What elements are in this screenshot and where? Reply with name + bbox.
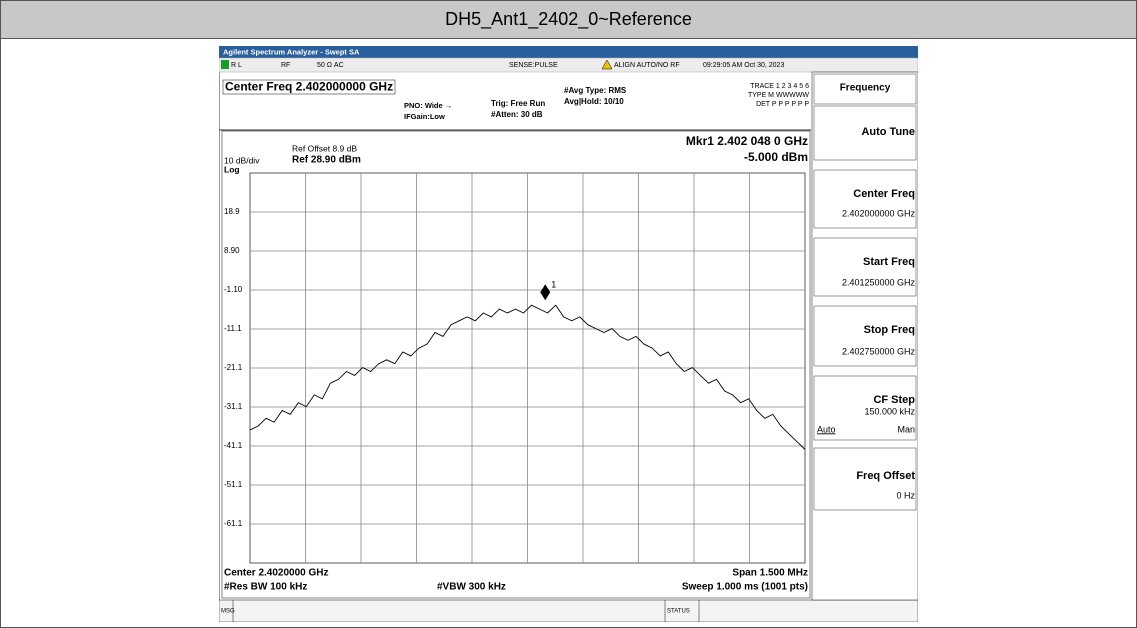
y-tick-label: -1.10 — [224, 285, 243, 294]
page-title: DH5_Ant1_2402_0~Reference — [1, 1, 1136, 39]
avg-hold: Avg|Hold: 10/10 — [564, 97, 624, 106]
softkey[interactable] — [813, 375, 917, 441]
y-tick-label: 18.9 — [224, 207, 240, 216]
softkey-header — [813, 73, 917, 105]
ref-offset: Ref Offset 8.9 dB — [292, 143, 357, 153]
y-tick-label: -11.1 — [224, 324, 242, 333]
softkey[interactable] — [813, 169, 917, 229]
softkey[interactable] — [813, 305, 917, 367]
softkey-label: Start Freq — [863, 256, 915, 268]
status-line — [219, 57, 918, 73]
window-titlebar — [219, 46, 918, 58]
footer-item: Center 2.4020000 GHz — [224, 568, 329, 579]
graph-area — [221, 130, 811, 599]
marker-name: 1 — [551, 280, 556, 290]
attenuation: #Atten: 30 dB — [491, 110, 543, 119]
ifgain: IFGain:Low — [404, 112, 445, 121]
softkey[interactable] — [813, 237, 917, 297]
softkey-title: Frequency — [840, 83, 891, 94]
status-item: RF — [281, 62, 290, 69]
analyzer-screen: Agilent Spectrum Analyzer - Swept SA R L… — [219, 46, 918, 622]
softkey-label: Freq Offset — [856, 470, 915, 482]
marker — [540, 284, 551, 301]
y-tick-label: 8.90 — [224, 246, 240, 255]
scale-type: Log — [224, 164, 240, 174]
y-tick-label: -41.1 — [224, 441, 243, 450]
status-bar — [219, 599, 918, 622]
softkey-option: Man — [897, 424, 915, 434]
y-tick-label: -51.1 — [224, 480, 243, 489]
marker-readout: Mkr1 2.402 048 0 GHz — [686, 134, 808, 148]
trace — [249, 304, 806, 450]
det-row: DET P P P P P P — [756, 101, 809, 108]
status-item: SENSE:PULSE — [509, 62, 558, 69]
y-tick-label: -61.1 — [224, 519, 243, 528]
ref-level: Ref 28.90 dBm — [292, 155, 361, 166]
plot: 18.9 8.90 -1.10 -11.1 -21.1 -31.1 -41.1 -51.1 -6… — [224, 172, 806, 564]
trace-row: TRACE 1 2 3 4 5 6 — [750, 83, 809, 90]
softkey-label: Center Freq — [853, 188, 915, 200]
softkey-value: 150.000 kHz — [864, 406, 915, 416]
softkey-value: 0 Hz — [896, 490, 915, 500]
footer-item: Sweep 1.000 ms (1001 pts) — [682, 582, 808, 593]
pno: PNO: Wide → — [404, 101, 452, 110]
y-tick-label: -21.1 — [224, 363, 243, 372]
avg-type: #Avg Type: RMS — [564, 86, 627, 95]
status-label: STATUS — [667, 609, 690, 615]
status-item: 50 Ω AC — [317, 62, 344, 69]
status-item: R L — [231, 62, 242, 69]
softkey[interactable] — [813, 105, 917, 161]
scale: 10 dB/div — [224, 155, 260, 165]
status-item: 09:29:05 AM Oct 30, 2023 — [703, 62, 784, 69]
softkey[interactable] — [813, 447, 917, 511]
softkey-label: Stop Freq — [864, 324, 915, 336]
center-freq: Center Freq 2.402000000 GHz — [225, 80, 393, 94]
msg-label: MSG — [221, 609, 235, 615]
trigger: Trig: Free Run — [491, 99, 545, 108]
warning-icon — [601, 59, 613, 70]
softkey-label: Auto Tune — [861, 126, 915, 138]
softkey-value: 2.402750000 GHz — [842, 346, 916, 356]
softkey-panel: Frequency Auto Tune Center Freq 2.402000… — [811, 71, 918, 601]
marker-value: -5.000 dBm — [744, 150, 808, 164]
softkey-value: 2.402000000 GHz — [842, 208, 916, 218]
softkey-label: CF Step — [873, 394, 915, 406]
softkey-option: Auto — [817, 424, 836, 434]
footer-item: #VBW 300 kHz — [437, 582, 506, 593]
footer-item: Span 1.500 MHz — [732, 568, 808, 579]
type-row: TYPE M WWWWW — [748, 92, 809, 99]
center-freq-box — [222, 79, 396, 95]
status-item: ALIGN AUTO/NO RF — [614, 62, 680, 69]
footer-item: #Res BW 100 kHz — [224, 582, 307, 593]
window-title: Agilent Spectrum Analyzer - Swept SA — [223, 47, 360, 56]
y-tick-label: -31.1 — [224, 402, 243, 411]
lxi-icon — [221, 60, 229, 69]
softkey-value: 2.401250000 GHz — [842, 277, 916, 287]
